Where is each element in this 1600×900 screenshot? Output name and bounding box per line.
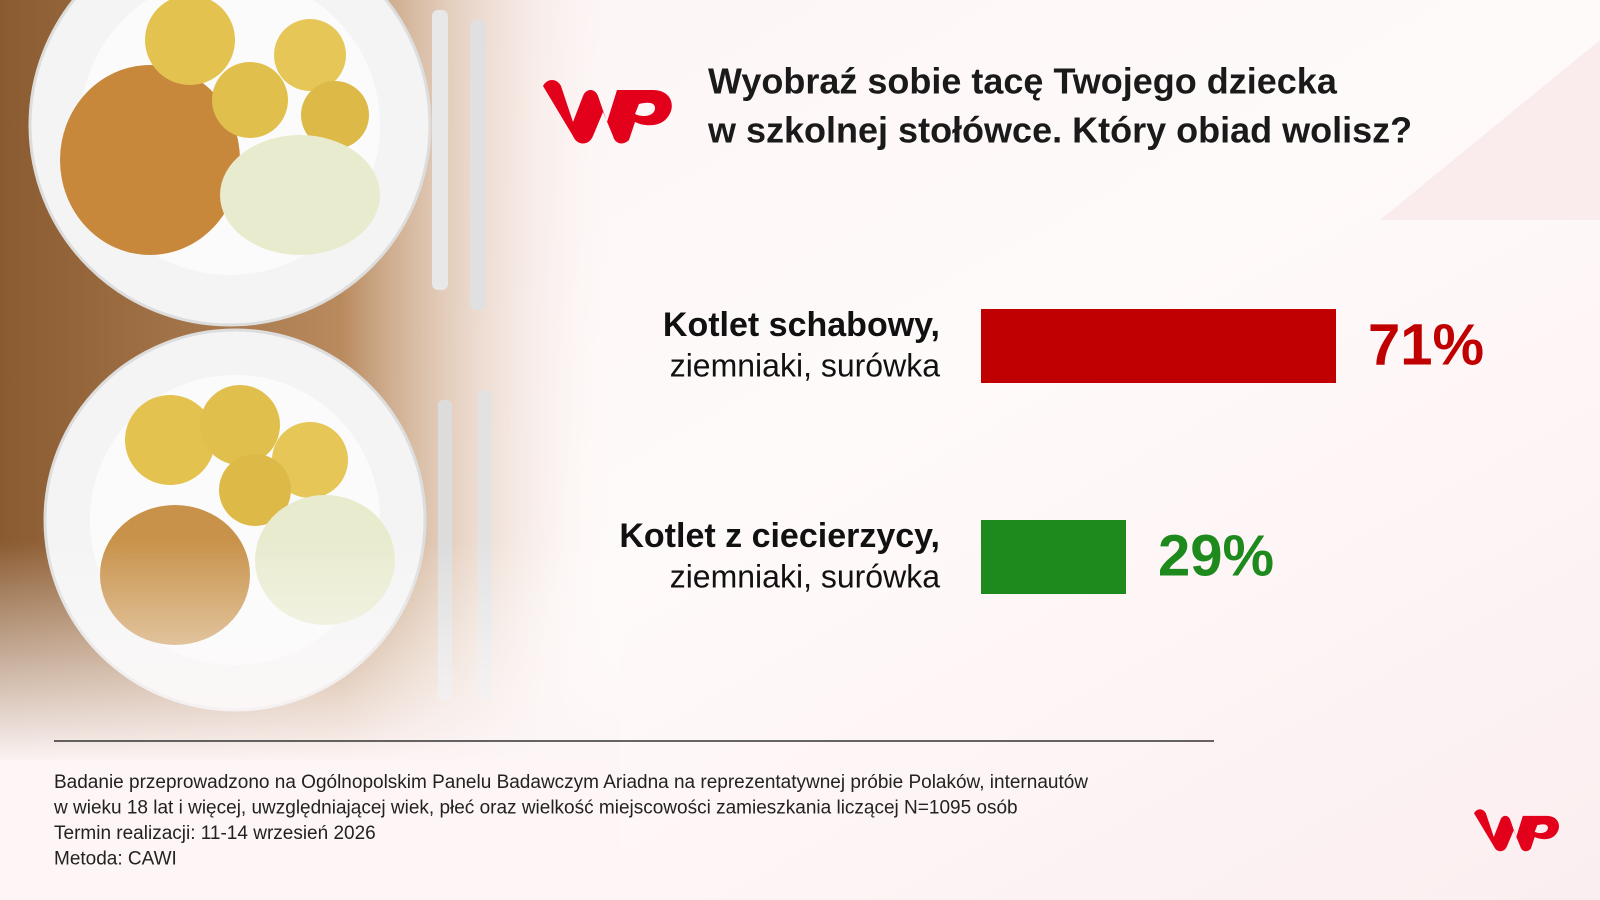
wp-logo <box>543 80 672 144</box>
footnote: Metoda: CAWI <box>54 849 177 870</box>
category-label: Kotlet z ciecierzycy, <box>619 517 940 555</box>
chart-title: w szkolnej stołówce. Który obiad wolisz? <box>707 110 1412 151</box>
bar <box>981 520 1126 594</box>
decor <box>1380 40 1600 220</box>
value-label: 29% <box>1158 523 1274 588</box>
photo-fade <box>0 0 620 900</box>
category-label: Kotlet schabowy, <box>663 306 940 344</box>
wp-logo-small <box>1474 809 1560 852</box>
footnote: Badanie przeprowadzono na Ogólnopolskim … <box>54 772 1088 793</box>
bar <box>981 309 1336 383</box>
value-label: 71% <box>1368 312 1484 377</box>
footnote: Termin realizacji: 11-14 wrzesień 2026 <box>54 823 376 844</box>
category-detail: ziemniaki, surówka <box>670 347 941 383</box>
footnote: w wieku 18 lat i więcej, uwzględniającej… <box>53 798 1018 819</box>
chart-title: Wyobraź sobie tacę Twojego dziecka <box>708 61 1338 102</box>
category-detail: ziemniaki, surówka <box>670 558 941 594</box>
